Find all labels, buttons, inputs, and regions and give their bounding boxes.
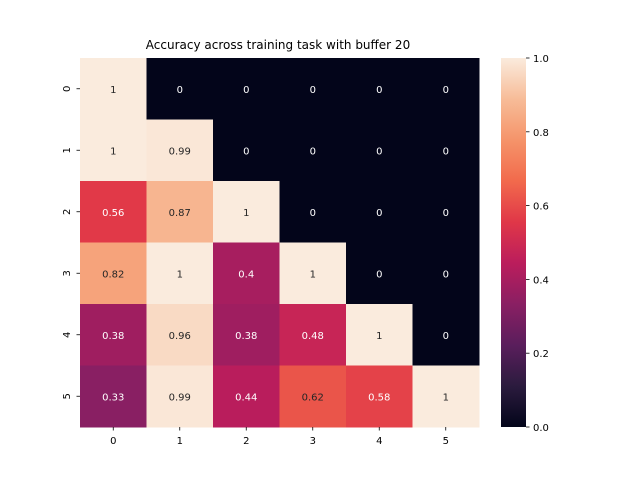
x-axis: 0 1 2 3 4 5 bbox=[110, 427, 449, 447]
cell-value-label: 0.33 bbox=[102, 392, 124, 403]
cell-value-label: 0 bbox=[243, 146, 249, 157]
cell-value-label: 0 bbox=[376, 269, 382, 280]
cell-value-label: 0 bbox=[443, 269, 449, 280]
heatmap-cell bbox=[412, 304, 480, 366]
y-tick-label: 5 bbox=[62, 393, 73, 399]
colorbar: 0.0 0.2 0.4 0.6 0.8 1.0 bbox=[501, 54, 549, 434]
x-tick-label: 0 bbox=[110, 436, 116, 447]
heatmap-cell bbox=[80, 181, 147, 243]
cell-value-label: 0.87 bbox=[169, 208, 191, 219]
cell-value-label: 0 bbox=[310, 85, 316, 96]
colorbar-tick-label: 0.2 bbox=[533, 349, 549, 360]
cell-value-label: 1 bbox=[177, 269, 183, 280]
heatmap-cell bbox=[213, 304, 280, 366]
cell-value-label: 0.4 bbox=[238, 269, 254, 280]
cell-value-label: 0 bbox=[443, 331, 449, 342]
heatmap-cell bbox=[346, 365, 413, 428]
heatmap-cell bbox=[346, 119, 413, 182]
heatmap-cell bbox=[146, 365, 214, 428]
heatmap-cell bbox=[412, 365, 480, 428]
heatmap-cell bbox=[412, 58, 480, 120]
heatmap-cell bbox=[213, 58, 280, 120]
cell-value-label: 1 bbox=[110, 146, 116, 157]
colorbar-tick-label: 0.4 bbox=[533, 275, 549, 286]
cell-value-label: 1 bbox=[310, 269, 316, 280]
cell-value-label: 0 bbox=[243, 85, 249, 96]
heatmap-cell bbox=[279, 304, 347, 366]
heatmap-cell bbox=[80, 119, 147, 182]
heatmap-cell bbox=[146, 181, 214, 243]
heatmap-cell bbox=[80, 304, 147, 366]
heatmap-cell bbox=[279, 119, 347, 182]
colorbar-gradient bbox=[501, 58, 526, 427]
cell-value-label: 0 bbox=[376, 208, 382, 219]
cell-value-label: 0.44 bbox=[235, 392, 257, 403]
y-tick-label: 1 bbox=[62, 147, 73, 153]
heatmap-cell bbox=[412, 181, 480, 243]
cell-value-label: 1 bbox=[110, 85, 116, 96]
y-tick-label: 2 bbox=[62, 209, 73, 215]
heatmap-cell bbox=[213, 365, 280, 428]
heatmap-cell bbox=[279, 181, 347, 243]
heatmap-cell bbox=[279, 242, 347, 305]
y-axis: 0 1 2 3 4 5 bbox=[62, 86, 80, 399]
cell-value-label: 1 bbox=[376, 331, 382, 342]
x-tick-label: 5 bbox=[443, 436, 449, 447]
heatmap-cell bbox=[146, 242, 214, 305]
cell-value-label: 0 bbox=[376, 146, 382, 157]
colorbar-tick-label: 0.6 bbox=[533, 202, 549, 213]
cell-value-label: 0.96 bbox=[169, 331, 191, 342]
chart-title: Accuracy across training task with buffe… bbox=[146, 38, 410, 52]
x-tick-label: 4 bbox=[376, 436, 382, 447]
cell-value-label: 0.99 bbox=[169, 392, 191, 403]
heatmap-cell bbox=[146, 58, 214, 120]
cell-value-label: 0.82 bbox=[102, 269, 124, 280]
heatmap-cell bbox=[213, 119, 280, 182]
cell-value-label: 0 bbox=[443, 85, 449, 96]
heatmap-cell bbox=[146, 119, 214, 182]
cell-value-label: 1 bbox=[243, 208, 249, 219]
heatmap-cell bbox=[279, 365, 347, 428]
x-tick-label: 3 bbox=[310, 436, 316, 447]
cell-value-label: 0.38 bbox=[235, 331, 257, 342]
cell-value-label: 0.99 bbox=[169, 146, 191, 157]
cell-value-label: 0.38 bbox=[102, 331, 124, 342]
heatmap-cell bbox=[80, 242, 147, 305]
colorbar-tick-label: 0.8 bbox=[533, 128, 549, 139]
heatmap-cell bbox=[213, 181, 280, 243]
y-tick-label: 4 bbox=[62, 332, 73, 338]
cell-value-label: 0 bbox=[376, 85, 382, 96]
heatmap-cell bbox=[412, 119, 480, 182]
cell-value-label: 0.48 bbox=[302, 331, 324, 342]
heatmap-cell bbox=[346, 304, 413, 366]
colorbar-tick-label: 1.0 bbox=[533, 54, 549, 65]
y-tick-label: 3 bbox=[62, 270, 73, 276]
heatmap-cell bbox=[346, 58, 413, 120]
heatmap-cell-labels: 1 0 0 0 0 0 1 0.99 0 0 0 0 0.56 0.87 1 0 0 0 0.82 1 0.4 1 0 0 0.… bbox=[102, 85, 449, 404]
cell-value-label: 0 bbox=[443, 146, 449, 157]
cell-value-label: 0 bbox=[310, 146, 316, 157]
heatmap-cell bbox=[412, 242, 480, 305]
heatmap-cells bbox=[80, 58, 480, 428]
heatmap-cell bbox=[146, 304, 214, 366]
cell-value-label: 1 bbox=[443, 392, 449, 403]
heatmap-cell bbox=[80, 365, 147, 428]
cell-value-label: 0 bbox=[310, 208, 316, 219]
heatmap-cell bbox=[346, 242, 413, 305]
cell-value-label: 0 bbox=[177, 85, 183, 96]
cell-value-label: 0.58 bbox=[368, 392, 390, 403]
cell-value-label: 0.56 bbox=[102, 208, 124, 219]
y-tick-label: 0 bbox=[62, 86, 73, 92]
heatmap-cell bbox=[80, 58, 147, 120]
cell-value-label: 0.62 bbox=[302, 392, 324, 403]
colorbar-tick-label: 0.0 bbox=[533, 423, 549, 434]
x-tick-label: 1 bbox=[177, 436, 183, 447]
heatmap-cell bbox=[213, 242, 280, 305]
heatmap-cell bbox=[279, 58, 347, 120]
x-tick-label: 2 bbox=[243, 436, 249, 447]
heatmap-cell bbox=[346, 181, 413, 243]
cell-value-label: 0 bbox=[443, 208, 449, 219]
